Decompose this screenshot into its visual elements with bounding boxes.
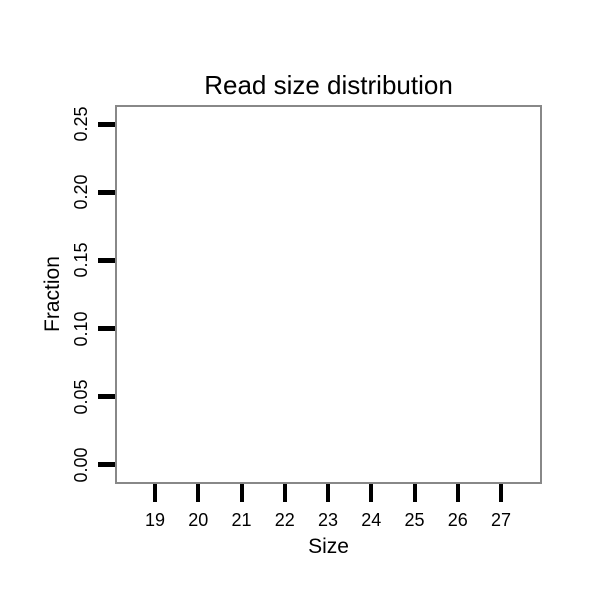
- y-tick-0.15: [98, 257, 115, 263]
- x-tick-24: [369, 484, 374, 502]
- chart-title: Read size distribution: [204, 70, 453, 100]
- y-tick-0.20: [98, 189, 115, 195]
- x-tick-19: [153, 484, 158, 502]
- y-tick-label-0.00: 0.00: [71, 447, 91, 483]
- y-axis-title: Fraction: [41, 256, 64, 332]
- x-tick-label-22: 22: [274, 510, 295, 530]
- y-tick-label-0.10: 0.10: [71, 311, 91, 347]
- x-tick-26: [455, 484, 460, 502]
- x-tick-27: [499, 484, 504, 502]
- x-tick-label-19: 19: [145, 510, 166, 530]
- x-tick-label-23: 23: [318, 510, 339, 530]
- x-tick-label-26: 26: [447, 510, 468, 530]
- y-tick-label-0.25: 0.25: [71, 106, 91, 142]
- x-tick-label-27: 27: [491, 510, 512, 530]
- y-tick-0.00: [98, 462, 115, 468]
- y-tick-label-0.20: 0.20: [71, 174, 91, 210]
- panel-border: [115, 105, 542, 484]
- x-tick-label-24: 24: [361, 510, 382, 530]
- y-tick-0.05: [98, 394, 115, 400]
- x-tick-23: [326, 484, 331, 502]
- y-tick-0.25: [98, 121, 115, 127]
- x-tick-20: [196, 484, 201, 502]
- y-tick-label-0.05: 0.05: [71, 379, 91, 415]
- x-axis-title: Size: [308, 535, 349, 558]
- y-tick-label-0.15: 0.15: [71, 242, 91, 278]
- y-tick-0.10: [98, 326, 115, 332]
- x-tick-25: [412, 484, 417, 502]
- x-tick-label-21: 21: [231, 510, 252, 530]
- x-tick-21: [239, 484, 244, 502]
- x-tick-label-20: 20: [188, 510, 209, 530]
- x-tick-label-25: 25: [404, 510, 425, 530]
- x-tick-22: [282, 484, 287, 502]
